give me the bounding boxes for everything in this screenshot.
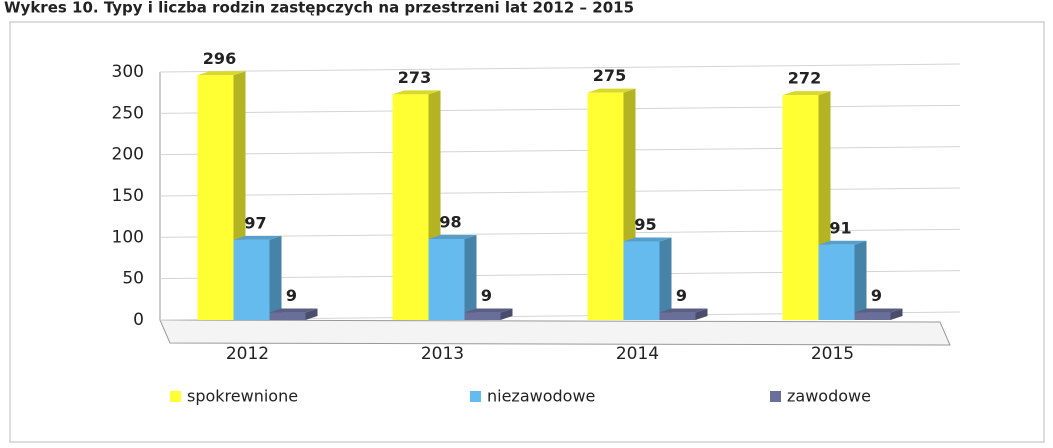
legend-label: zawodowe xyxy=(787,387,871,406)
bar-top xyxy=(269,308,318,313)
bar-side xyxy=(305,308,318,320)
grid-line xyxy=(159,63,961,73)
x-tick-label: 2015 xyxy=(811,344,854,364)
bar xyxy=(269,312,306,320)
bar xyxy=(623,241,660,320)
bar-side xyxy=(890,308,903,320)
y-tick-label: 300 xyxy=(112,62,144,82)
bar-side xyxy=(500,308,513,320)
legend-label: niezawodowe xyxy=(487,387,595,406)
bar xyxy=(659,312,696,320)
bar-top xyxy=(587,88,636,93)
data-label: 9 xyxy=(871,286,882,305)
data-label: 9 xyxy=(481,286,492,305)
bar-top xyxy=(782,91,831,96)
bar xyxy=(464,312,501,320)
bar-top xyxy=(854,308,903,313)
bar-top xyxy=(428,234,477,239)
bar-top xyxy=(392,90,441,95)
y-tick-label: 100 xyxy=(112,227,144,247)
bar-top xyxy=(623,237,672,242)
chart-frame xyxy=(9,21,1045,443)
data-label: 9 xyxy=(676,286,687,305)
data-label: 97 xyxy=(244,213,266,232)
data-label: 98 xyxy=(439,212,461,231)
x-tick-label: 2013 xyxy=(421,344,464,364)
bar-side xyxy=(659,237,672,320)
bar xyxy=(818,244,855,320)
bar-top xyxy=(233,235,282,240)
bar-top xyxy=(464,308,513,313)
y-tick-label: 150 xyxy=(112,186,144,206)
legend-swatch xyxy=(170,391,181,402)
x-tick-label: 2014 xyxy=(616,344,659,364)
legend-swatch xyxy=(470,391,481,402)
bar-side xyxy=(695,308,708,320)
data-label: 273 xyxy=(398,68,431,87)
bar xyxy=(782,95,819,320)
y-tick-label: 250 xyxy=(112,103,144,123)
data-label: 296 xyxy=(203,49,236,68)
bar-side xyxy=(269,235,282,320)
floor xyxy=(159,319,951,346)
bar xyxy=(854,312,891,320)
bar-side xyxy=(464,234,477,320)
bar xyxy=(587,92,624,321)
y-tick-label: 50 xyxy=(122,269,144,289)
data-label: 9 xyxy=(286,286,297,305)
data-label: 275 xyxy=(593,66,626,85)
bar xyxy=(197,75,234,320)
chart-title: Wykres 10. Typy i liczba rodzin zastępcz… xyxy=(4,0,634,17)
bar-top xyxy=(197,71,246,76)
bar xyxy=(392,94,429,320)
legend-swatch xyxy=(770,391,781,402)
data-label: 91 xyxy=(829,218,851,237)
y-tick-label: 200 xyxy=(112,145,144,165)
bar-top xyxy=(659,308,708,313)
bar xyxy=(428,238,465,320)
bar-top xyxy=(818,240,867,245)
data-label: 95 xyxy=(634,215,656,234)
data-label: 272 xyxy=(788,69,821,88)
bar xyxy=(233,239,270,320)
x-tick-label: 2012 xyxy=(226,344,269,364)
bar-side xyxy=(854,240,867,320)
legend-label: spokrewnione xyxy=(187,387,298,406)
y-tick-label: 0 xyxy=(133,310,144,330)
